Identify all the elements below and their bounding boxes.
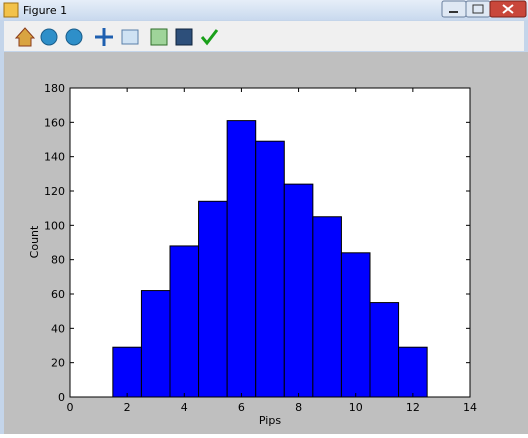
bar [169, 245, 200, 398]
y-tick-label: 120 [44, 185, 65, 198]
title-bar [0, 0, 528, 20]
bar [340, 252, 371, 398]
y-tick-label: 40 [51, 322, 65, 335]
bar [226, 120, 257, 398]
maximize-button[interactable] [465, 0, 491, 18]
y-axis-label: Count [28, 225, 41, 258]
forward-button[interactable] [65, 28, 83, 46]
toolbar-buttons [14, 27, 219, 47]
bar [398, 346, 428, 398]
back-button[interactable] [40, 28, 58, 46]
y-tick-label: 60 [51, 288, 65, 301]
x-tick-label: 0 [67, 401, 74, 414]
toolbar [4, 21, 524, 51]
x-tick-label: 8 [295, 401, 302, 414]
y-tick-label: 80 [51, 254, 65, 267]
y-tick-label: 160 [44, 116, 65, 129]
subplots-button[interactable] [150, 28, 168, 46]
x-tick-label: 10 [349, 401, 363, 414]
x-tick-label: 6 [238, 401, 245, 414]
bar [283, 183, 314, 398]
y-tick-label: 140 [44, 151, 65, 164]
pan-button[interactable] [95, 28, 113, 46]
x-tick-label: 2 [124, 401, 131, 414]
x-tick-label: 12 [406, 401, 420, 414]
axes-frame [69, 87, 471, 398]
x-tick-label: 4 [181, 401, 188, 414]
y-tick-label: 180 [44, 82, 65, 95]
bar [112, 346, 142, 398]
save-button[interactable] [175, 28, 193, 46]
window-title: Figure 1 [23, 4, 67, 17]
maximize-icon [472, 4, 484, 14]
x-tick-label: 14 [463, 401, 477, 414]
close-icon [502, 4, 514, 14]
bar [369, 302, 400, 398]
bar [140, 290, 171, 398]
y-tick-label: 100 [44, 219, 65, 232]
minimize-button[interactable] [441, 0, 467, 18]
edit-button[interactable] [200, 29, 219, 46]
x-axis-label: Pips [259, 414, 281, 427]
bar [312, 216, 342, 398]
home-button[interactable] [14, 27, 36, 47]
bar [198, 200, 228, 398]
app-icon [3, 2, 19, 18]
minimize-icon [449, 11, 458, 13]
y-tick-label: 20 [51, 357, 65, 370]
y-tick-label: 0 [58, 391, 65, 404]
zoom-button[interactable] [121, 29, 139, 45]
bar [255, 140, 285, 398]
